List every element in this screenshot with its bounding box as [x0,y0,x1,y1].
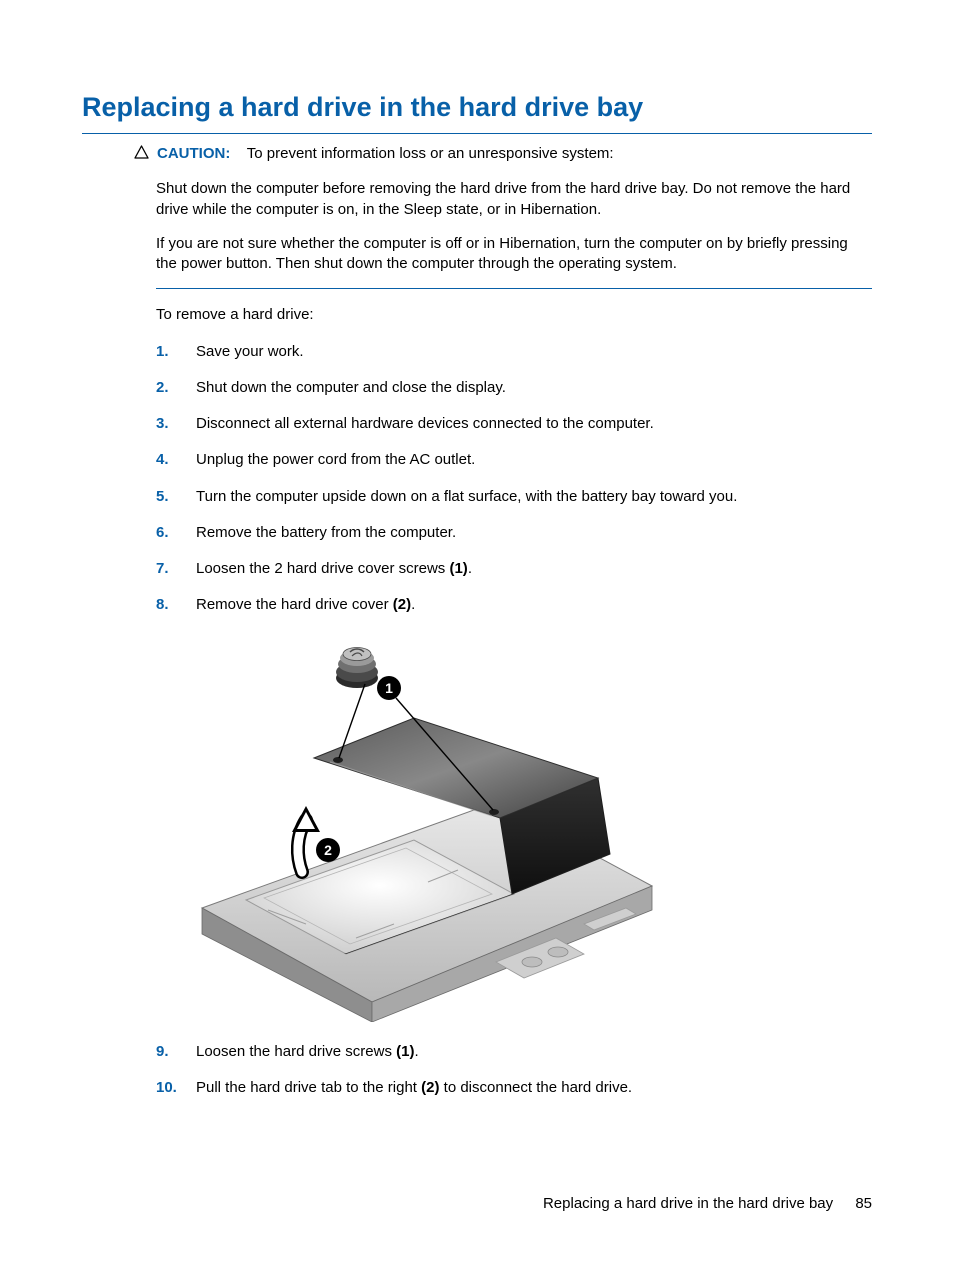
step-item: 7.Loosen the 2 hard drive cover screws (… [156,559,872,579]
step-item: 5.Turn the computer upside down on a fla… [156,487,872,507]
step-item: 2.Shut down the computer and close the d… [156,378,872,398]
step-text: Remove the hard drive cover (2). [196,595,415,615]
step-number: 10. [156,1078,196,1098]
steps-before-figure: 1.Save your work.2.Shut down the compute… [156,342,872,616]
caution-block: CAUTION: To prevent information loss or … [134,144,872,274]
step-text: Turn the computer upside down on a flat … [196,487,737,507]
caution-para-2: If you are not sure whether the computer… [156,234,872,275]
step-number: 5. [156,487,196,507]
step-number: 2. [156,378,196,398]
step-number: 6. [156,523,196,543]
step-text: Remove the battery from the computer. [196,523,456,543]
step-number: 8. [156,595,196,615]
intro-text: To remove a hard drive: [156,305,872,325]
step-text: Loosen the 2 hard drive cover screws (1)… [196,559,472,579]
step-number: 1. [156,342,196,362]
caution-label: CAUTION: [157,145,230,162]
footer-label: Replacing a hard drive in the hard drive… [543,1195,833,1212]
step-item: 6.Remove the battery from the computer. [156,523,872,543]
figure-callout-2: 2 [324,842,332,858]
step-number: 9. [156,1042,196,1062]
step-text: Shut down the computer and close the dis… [196,378,506,398]
footer-page-number: 85 [855,1195,872,1212]
page-footer: Replacing a hard drive in the hard drive… [543,1195,872,1212]
figure-callout-1: 1 [385,680,393,696]
step-text: Save your work. [196,342,304,362]
step-item: 10.Pull the hard drive tab to the right … [156,1078,872,1098]
caution-text: To prevent information loss or an unresp… [247,145,614,162]
caution-rule [156,288,872,289]
step-number: 4. [156,450,196,470]
step-text: Pull the hard drive tab to the right (2)… [196,1078,632,1098]
hard-drive-cover-figure: 2 1 [196,632,656,1022]
steps-after-figure: 9.Loosen the hard drive screws (1).10.Pu… [156,1042,872,1099]
step-item: 9.Loosen the hard drive screws (1). [156,1042,872,1062]
step-item: 8.Remove the hard drive cover (2). [156,595,872,615]
step-item: 3.Disconnect all external hardware devic… [156,414,872,434]
step-item: 4.Unplug the power cord from the AC outl… [156,450,872,470]
page-title: Replacing a hard drive in the hard drive… [82,92,872,123]
caution-para-1: Shut down the computer before removing t… [156,179,872,220]
step-number: 7. [156,559,196,579]
step-text: Disconnect all external hardware devices… [196,414,654,434]
step-text: Unplug the power cord from the AC outlet… [196,450,475,470]
step-text: Loosen the hard drive screws (1). [196,1042,419,1062]
title-rule [82,133,872,134]
step-item: 1.Save your work. [156,342,872,362]
caution-icon [134,145,149,165]
step-number: 3. [156,414,196,434]
